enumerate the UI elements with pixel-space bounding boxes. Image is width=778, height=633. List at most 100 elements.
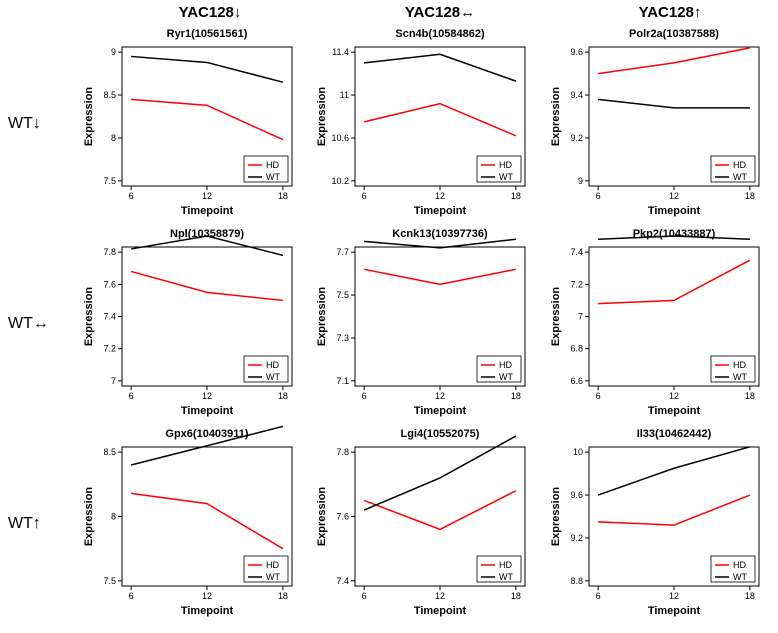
chart-panel: Polr2a(10387588)61218Timepoint99.29.49.6…	[547, 25, 770, 225]
svg-text:7.5: 7.5	[337, 290, 350, 300]
svg-text:10.6: 10.6	[332, 133, 350, 143]
svg-text:Expression: Expression	[316, 287, 328, 347]
svg-text:Timepoint: Timepoint	[414, 405, 467, 417]
svg-text:WT: WT	[733, 372, 747, 382]
legend: HDWT	[477, 156, 521, 182]
series-wt	[598, 447, 750, 495]
svg-text:7.5: 7.5	[103, 576, 116, 586]
svg-text:9.4: 9.4	[570, 90, 583, 100]
svg-text:Expression: Expression	[83, 487, 95, 547]
svg-text:18: 18	[511, 591, 521, 601]
svg-text:9.6: 9.6	[570, 490, 583, 500]
svg-text:7.2: 7.2	[103, 344, 116, 354]
series-hd	[364, 491, 516, 530]
row-header-1: WT↓	[8, 115, 41, 133]
svg-text:WT: WT	[266, 572, 280, 582]
series-hd	[131, 493, 283, 548]
svg-text:18: 18	[511, 191, 521, 201]
svg-text:6: 6	[362, 391, 367, 401]
svg-text:9: 9	[578, 176, 583, 186]
svg-text:9.6: 9.6	[570, 47, 583, 57]
legend: HD WT	[711, 156, 755, 182]
col-header-1: YAC128↓	[95, 4, 325, 21]
svg-text:7.4: 7.4	[570, 247, 583, 257]
svg-text:12: 12	[435, 591, 445, 601]
svg-text:6: 6	[362, 591, 367, 601]
svg-text:HD: HD	[733, 160, 746, 170]
svg-text:Expression: Expression	[550, 287, 562, 347]
chart-grid: Ryr1(10561561)61218Timepoint7.588.59Expr…	[80, 25, 770, 625]
svg-text:7.8: 7.8	[337, 447, 350, 457]
svg-text:WT: WT	[499, 572, 513, 582]
svg-text:8.5: 8.5	[103, 447, 116, 457]
svg-text:18: 18	[745, 391, 755, 401]
svg-text:7.4: 7.4	[103, 312, 116, 322]
series-hd	[598, 495, 750, 525]
svg-text:7.5: 7.5	[103, 176, 116, 186]
svg-text:WT: WT	[733, 172, 747, 182]
series-hd	[598, 260, 750, 303]
panel-title: Lgi4(10552075)	[401, 428, 480, 440]
svg-text:Timepoint: Timepoint	[181, 205, 234, 217]
chart-panel: Gpx6(10403911)61218Timepoint7.588.5Expre…	[80, 425, 303, 625]
svg-text:12: 12	[669, 591, 679, 601]
svg-text:6: 6	[595, 391, 600, 401]
svg-text:HD: HD	[499, 160, 512, 170]
svg-text:18: 18	[745, 591, 755, 601]
svg-text:7.4: 7.4	[337, 576, 350, 586]
svg-text:8.8: 8.8	[570, 576, 583, 586]
panel-title: Npl(10358879)	[170, 228, 244, 240]
svg-text:7.6: 7.6	[337, 512, 350, 522]
svg-text:6: 6	[362, 191, 367, 201]
svg-text:WT: WT	[499, 372, 513, 382]
svg-text:7.3: 7.3	[337, 333, 350, 343]
svg-text:7.1: 7.1	[337, 376, 350, 386]
chart-panel: Kcnk13(10397736)61218Timepoint7.17.37.57…	[313, 225, 536, 425]
svg-text:10: 10	[573, 447, 583, 457]
svg-text:12: 12	[435, 191, 445, 201]
svg-text:6.8: 6.8	[570, 344, 583, 354]
col-header-2: YAC128↔	[325, 4, 555, 21]
svg-text:7: 7	[111, 376, 116, 386]
row-header-3: WT↑	[8, 515, 41, 533]
svg-text:6: 6	[129, 191, 134, 201]
series-hd	[131, 271, 283, 300]
svg-text:12: 12	[669, 191, 679, 201]
svg-text:Expression: Expression	[83, 87, 95, 147]
svg-text:18: 18	[278, 591, 288, 601]
svg-text:WT: WT	[266, 372, 280, 382]
series-wt	[364, 54, 516, 81]
svg-text:HD: HD	[266, 560, 279, 570]
svg-text:Expression: Expression	[83, 287, 95, 347]
svg-text:10.2: 10.2	[332, 176, 350, 186]
svg-text:7.6: 7.6	[103, 279, 116, 289]
chart-panel: Pkp2(10433887)61218Timepoint6.66.877.27.…	[547, 225, 770, 425]
svg-text:Timepoint: Timepoint	[647, 205, 700, 217]
series-hd	[364, 104, 516, 136]
series-wt	[598, 99, 750, 108]
panel-title: Pkp2(10433887)	[632, 228, 715, 240]
panel-title: Il33(10462442)	[636, 428, 711, 440]
svg-text:8.5: 8.5	[103, 90, 116, 100]
panel-title: Ryr1(10561561)	[167, 28, 248, 40]
chart-panel: Il33(10462442)61218Timepoint8.89.29.610E…	[547, 425, 770, 625]
chart-panel: Ryr1(10561561)61218Timepoint7.588.59Expr…	[80, 25, 303, 225]
svg-text:HD: HD	[733, 560, 746, 570]
svg-text:11: 11	[340, 90, 349, 100]
svg-text:WT: WT	[266, 172, 280, 182]
svg-text:Timepoint: Timepoint	[414, 605, 467, 617]
col-header-3: YAC128↑	[555, 4, 778, 21]
svg-text:18: 18	[278, 191, 288, 201]
svg-text:12: 12	[202, 591, 212, 601]
legend: HDWT	[244, 356, 288, 382]
chart-panel: Npl(10358879)61218Timepoint77.27.47.67.8…	[80, 225, 303, 425]
svg-text:7: 7	[578, 312, 583, 322]
svg-text:9.2: 9.2	[570, 133, 583, 143]
svg-text:12: 12	[435, 391, 445, 401]
svg-text:HD: HD	[733, 360, 746, 370]
svg-text:Timepoint: Timepoint	[181, 405, 234, 417]
svg-text:Expression: Expression	[550, 487, 562, 547]
svg-text:Timepoint: Timepoint	[647, 605, 700, 617]
legend: HDWT	[477, 356, 521, 382]
svg-text:9.2: 9.2	[570, 533, 583, 543]
